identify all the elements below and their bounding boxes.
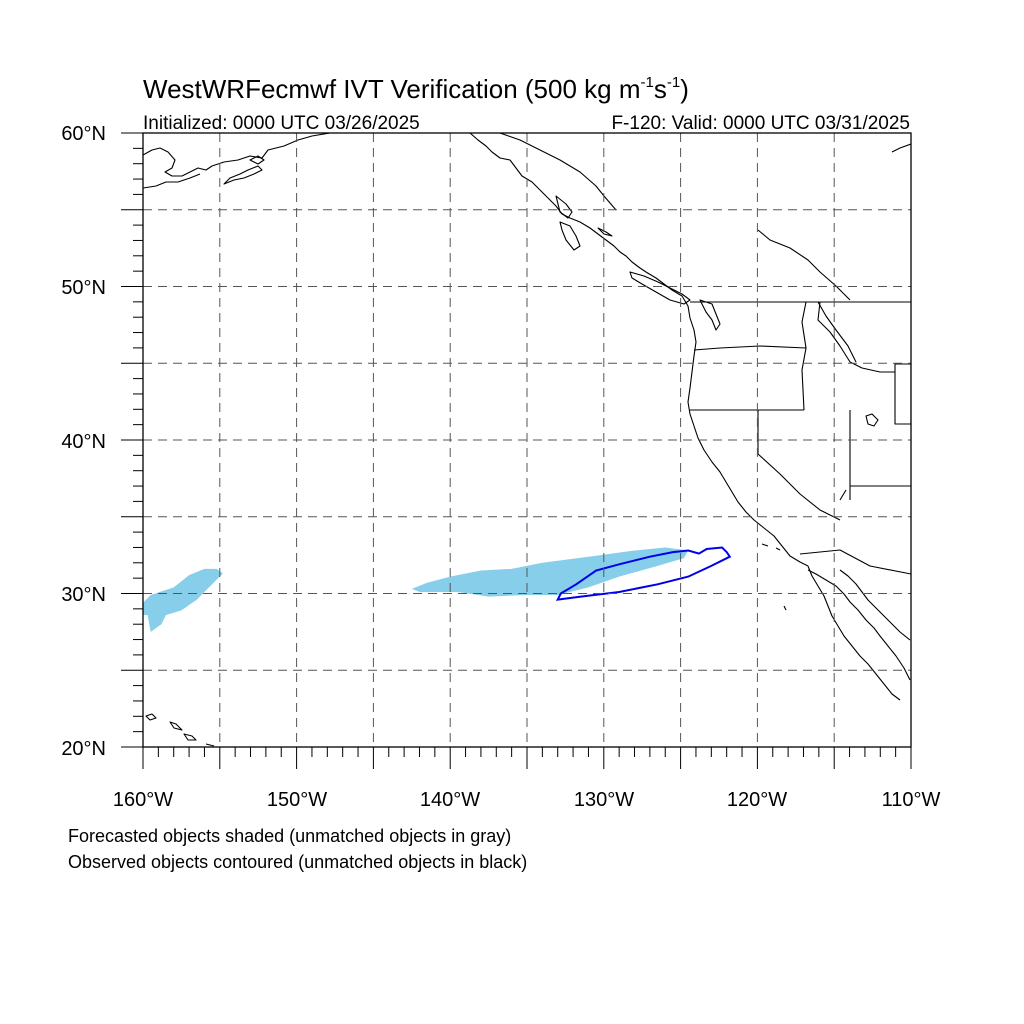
longitude-labels: 160°W 150°W 140°W 130°W 120°W 110°W xyxy=(113,789,941,811)
lat-label-50n: 50°N xyxy=(61,277,106,299)
legend-forecast-note: Forecasted objects shaded (unmatched obj… xyxy=(68,826,511,846)
us-west-coast xyxy=(687,317,809,567)
coastlines xyxy=(143,133,911,747)
vancouver-island xyxy=(629,271,691,305)
bc-border xyxy=(499,133,617,211)
observed-objects xyxy=(555,546,732,601)
forecast-object-west xyxy=(143,568,223,632)
legend-observed-note: Observed objects contoured (unmatched ob… xyxy=(68,852,527,872)
axis-ticks xyxy=(121,132,912,769)
canada-interior-line xyxy=(757,229,851,301)
init-time-label: Initialized: 0000 UTC 03/26/2025 xyxy=(143,113,420,134)
ca-nv-border xyxy=(757,410,841,521)
alaska-coastline xyxy=(143,133,331,177)
lat-label-20n: 20°N xyxy=(61,738,106,760)
forecast-object-central xyxy=(411,547,689,597)
map-title: WestWRFecmwf IVT Verification (500 kg m-… xyxy=(143,74,689,104)
lon-label-120w: 120°W xyxy=(727,789,787,811)
gulf-of-california xyxy=(839,569,911,641)
idaho-line xyxy=(801,301,807,411)
alaska-peninsula xyxy=(143,173,201,189)
bc-coastline xyxy=(469,133,691,319)
lat-label-40n: 40°N xyxy=(61,431,106,453)
great-salt-lake xyxy=(865,413,879,427)
observed-contour-1 xyxy=(555,546,732,601)
lat-label-30n: 30°N xyxy=(61,584,106,606)
latitude-labels: 60°N 50°N 40°N 30°N 20°N xyxy=(61,123,106,760)
mexico-border xyxy=(799,549,911,575)
valid-time-label: F-120: Valid: 0000 UTC 03/31/2025 xyxy=(611,113,910,134)
lon-label-150w: 150°W xyxy=(267,789,327,811)
wy-border xyxy=(894,363,911,425)
kodiak-island xyxy=(223,165,263,185)
lon-label-140w: 140°W xyxy=(420,789,480,811)
lon-label-110w: 110°W xyxy=(882,789,941,811)
wa-or-border xyxy=(693,345,807,351)
map-area xyxy=(143,133,911,747)
forecast-objects xyxy=(143,547,689,632)
lon-label-160w: 160°W xyxy=(113,789,173,811)
lon-label-130w: 130°W xyxy=(574,789,634,811)
hawaii-islands xyxy=(145,713,215,747)
ut-co-region xyxy=(817,301,895,373)
lat-lon-grid xyxy=(143,133,911,747)
baja-coastline xyxy=(807,565,901,701)
lat-label-60n: 60°N xyxy=(61,123,106,145)
